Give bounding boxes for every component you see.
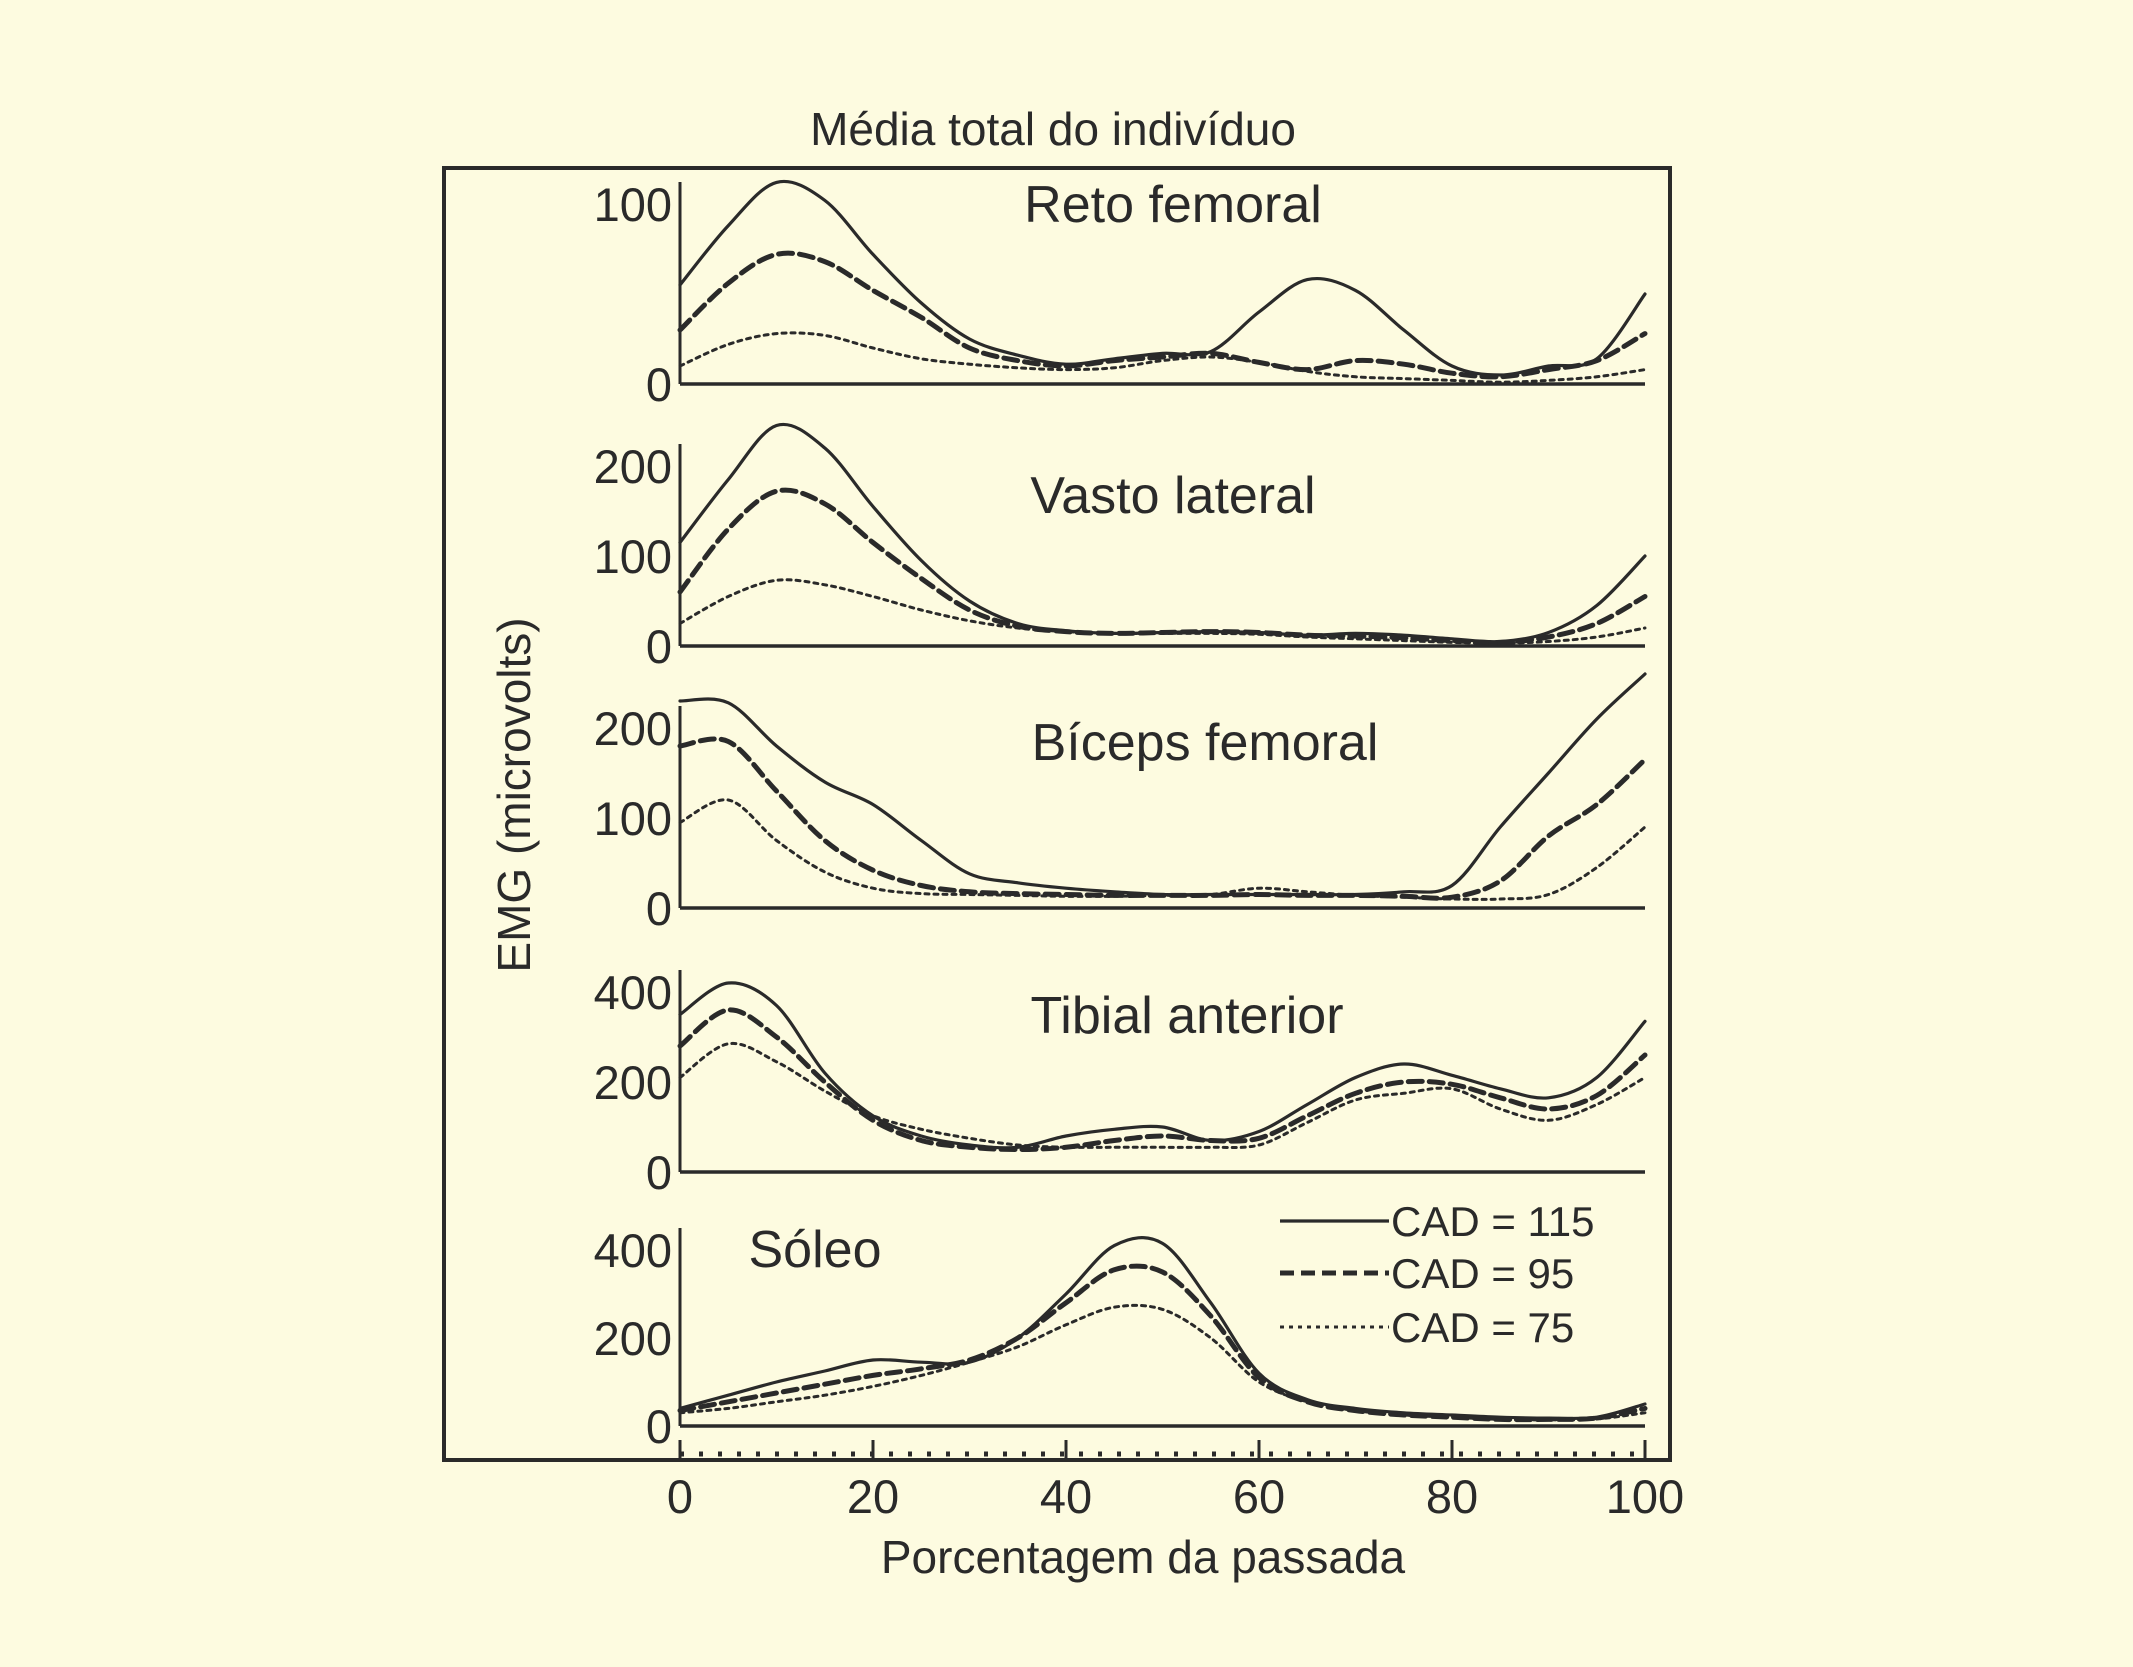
series-line-cad-95-tibial-anterior: [677, 1007, 1648, 1152]
legend: CAD = 115 CAD = 95 CAD = 75: [1280, 1198, 1595, 1351]
panel-vasto-lateral: 0 100 200 Vasto lateral: [594, 422, 1648, 673]
y-tick-label: 200: [594, 440, 672, 493]
y-tick-label: 0: [646, 620, 672, 673]
x-tick-label: 60: [1233, 1470, 1285, 1523]
legend-label: CAD = 75: [1391, 1304, 1574, 1351]
y-tick-label: 200: [594, 1312, 672, 1365]
y-tick-label: 0: [646, 882, 672, 935]
chart-title: Média total do indivíduo: [810, 103, 1296, 155]
legend-label: CAD = 95: [1391, 1250, 1574, 1297]
series-line-cad-95-reto-femoral: [677, 250, 1648, 380]
series-line-cad-115-vasto-lateral: [678, 422, 1647, 644]
panel-tibial-anterior: 0 200 400 Tibial anterior: [594, 966, 1648, 1199]
series-line-cad-115-tibial-anterior: [678, 981, 1647, 1150]
panel-title: Sóleo: [749, 1221, 882, 1279]
x-axis: 0 20 40 60 80 100: [667, 1440, 1684, 1523]
x-tick-label: 20: [847, 1470, 899, 1523]
panels: 0 100 Reto femoral 0 100 200 Vasto lateral 0 100…: [594, 176, 1648, 1453]
panel-title: Reto femoral: [1024, 176, 1322, 234]
legend-label: CAD = 115: [1391, 1198, 1595, 1245]
panel-title: Vasto lateral: [1030, 467, 1315, 525]
y-tick-label: 100: [594, 530, 672, 583]
panel-biceps-femoral: 0 100 200 Bíceps femoral: [594, 672, 1648, 935]
y-tick-label: 100: [594, 792, 672, 845]
y-tick-label: 0: [646, 1146, 672, 1199]
y-axis-label: EMG (microvolts): [488, 617, 540, 972]
x-axis-label: Porcentagem da passada: [881, 1531, 1406, 1583]
y-tick-label: 100: [594, 178, 672, 231]
plot-frame: [442, 166, 1672, 1462]
panel-title: Tibial anterior: [1030, 987, 1343, 1045]
x-tick-label: 80: [1426, 1470, 1478, 1523]
series-line-cad-75-biceps-femoral: [678, 798, 1647, 901]
y-tick-label: 400: [594, 1224, 672, 1277]
panel-reto-femoral: 0 100 Reto femoral: [594, 176, 1648, 411]
x-tick-label: 40: [1040, 1470, 1092, 1523]
y-tick-label: 400: [594, 966, 672, 1019]
panel-title: Bíceps femoral: [1032, 714, 1379, 772]
x-tick-label: 100: [1606, 1470, 1684, 1523]
series-line-cad-75-soleo: [678, 1303, 1647, 1422]
y-tick-label: 200: [594, 702, 672, 755]
series-line-cad-75-tibial-anterior: [678, 1041, 1647, 1150]
y-tick-label: 0: [646, 358, 672, 411]
series-line-cad-75-reto-femoral: [678, 331, 1647, 384]
panel-soleo: 0 200 400 Sóleo: [594, 1221, 1648, 1453]
y-tick-label: 0: [646, 1400, 672, 1453]
y-tick-label: 200: [594, 1056, 672, 1109]
series-line-cad-75-vasto-lateral: [678, 578, 1647, 645]
x-tick-label: 0: [667, 1470, 693, 1523]
series-line-cad-115-biceps-femoral: [678, 672, 1647, 897]
